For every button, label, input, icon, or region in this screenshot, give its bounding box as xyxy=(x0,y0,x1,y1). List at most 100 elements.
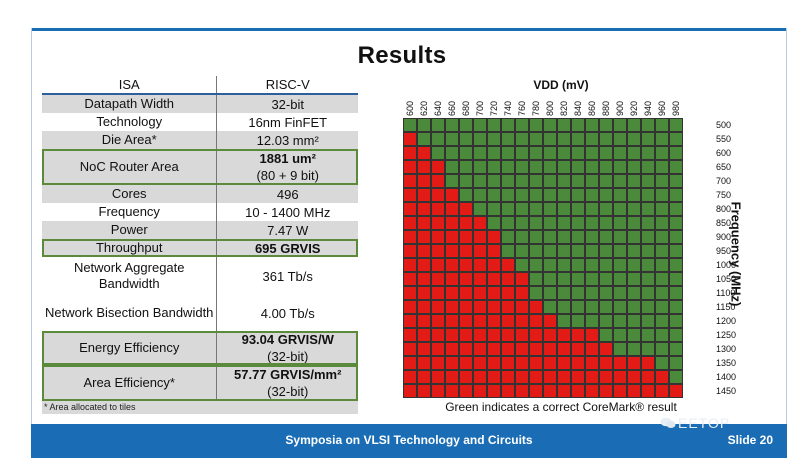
heatmap-cell-pass xyxy=(529,258,543,272)
heatmap-cell-pass xyxy=(571,174,585,188)
heatmap-cell-fail xyxy=(403,356,417,370)
heatmap-cell-pass xyxy=(627,174,641,188)
spec-value: 93.04 GRVIS/W (32-bit) xyxy=(216,331,358,365)
heatmap-cell-pass xyxy=(599,258,613,272)
spec-value: 57.77 GRVIS/mm² (32-bit) xyxy=(216,365,358,401)
x-tick-label: 680 xyxy=(461,100,471,116)
heatmap-cell-fail xyxy=(431,370,445,384)
heatmap-cell-fail xyxy=(515,384,529,398)
slide-number: Slide 20 xyxy=(727,433,773,447)
heatmap-cell-fail xyxy=(459,384,473,398)
heatmap-cell-fail xyxy=(417,188,431,202)
heatmap-cell-pass xyxy=(543,216,557,230)
heatmap-cell-fail xyxy=(403,146,417,160)
x-tick-label: 980 xyxy=(671,100,681,116)
heatmap-cell-pass xyxy=(557,146,571,160)
heatmap-cell-fail xyxy=(417,286,431,300)
heatmap-cell-fail xyxy=(403,314,417,328)
heatmap-cell-fail xyxy=(515,328,529,342)
heatmap-cell-pass xyxy=(655,356,669,370)
heatmap-cell-pass xyxy=(501,160,515,174)
x-tick: 760 xyxy=(515,94,529,118)
heatmap-cell-pass xyxy=(473,174,487,188)
x-tick-label: 700 xyxy=(475,100,485,116)
heatmap-cell-pass xyxy=(543,174,557,188)
heatmap-cell-fail xyxy=(417,328,431,342)
heatmap-cell-pass xyxy=(669,118,683,132)
footer-bar: Symposia on VLSI Technology and Circuits… xyxy=(31,424,787,458)
spec-value: 496 xyxy=(216,185,358,203)
spec-row: Power 7.47 W xyxy=(42,221,358,239)
y-tick-label: 700 xyxy=(716,176,732,186)
chart-title: VDD (mV) xyxy=(533,78,589,92)
heatmap-cell-pass xyxy=(599,216,613,230)
x-tick: 820 xyxy=(557,94,571,118)
y-tick-label: 950 xyxy=(716,246,732,256)
heatmap-cell-pass xyxy=(515,174,529,188)
spec-value-line: (80 + 9 bit) xyxy=(256,168,319,183)
heatmap-cell-fail xyxy=(529,314,543,328)
heatmap-cell-pass xyxy=(543,286,557,300)
x-tick: 880 xyxy=(599,94,613,118)
spec-value: 32-bit xyxy=(216,95,358,113)
heatmap-cell-pass xyxy=(627,314,641,328)
heatmap-cell-fail xyxy=(655,370,669,384)
spec-row: Technology 16nm FinFET xyxy=(42,113,358,131)
heatmap-cell-pass xyxy=(599,244,613,258)
heatmap-cell-pass xyxy=(571,230,585,244)
heatmap-cell-fail xyxy=(487,258,501,272)
spec-row: Datapath Width 32-bit xyxy=(42,95,358,113)
heatmap-cell-pass xyxy=(571,160,585,174)
heatmap-cell-fail xyxy=(473,370,487,384)
heatmap-cell-pass xyxy=(585,286,599,300)
heatmap-cell-fail xyxy=(487,328,501,342)
heatmap-cell-fail xyxy=(417,230,431,244)
heatmap-cell-pass xyxy=(627,300,641,314)
heatmap-cell-fail xyxy=(529,342,543,356)
heatmap-cell-fail xyxy=(431,202,445,216)
heatmap-cell-fail xyxy=(487,384,501,398)
heatmap-cell-pass xyxy=(627,258,641,272)
heatmap-cell-fail xyxy=(501,356,515,370)
spec-row: Network Aggregate Bandwidth 361 Tb/s xyxy=(42,257,358,295)
heatmap-cell-pass xyxy=(599,230,613,244)
x-tick-label: 800 xyxy=(545,100,555,116)
heatmap-cell-fail xyxy=(585,370,599,384)
heatmap-cell-fail xyxy=(445,314,459,328)
heatmap-cell-fail xyxy=(459,272,473,286)
heatmap-cell-fail xyxy=(613,356,627,370)
heatmap-cell-pass xyxy=(529,174,543,188)
heatmap-cell-fail xyxy=(417,300,431,314)
heatmap-cell-pass xyxy=(613,160,627,174)
heatmap-cell-fail xyxy=(445,370,459,384)
spec-label: Frequency xyxy=(98,204,160,219)
heatmap-cell-fail xyxy=(417,146,431,160)
heatmap-cell-pass xyxy=(655,272,669,286)
y-tick-label: 550 xyxy=(716,134,732,144)
heatmap-cell-fail xyxy=(473,300,487,314)
heatmap-cell-fail xyxy=(473,342,487,356)
heatmap-cell-pass xyxy=(571,314,585,328)
heatmap-cell-fail xyxy=(473,314,487,328)
heatmap-cell-fail xyxy=(431,384,445,398)
heatmap-cell-fail xyxy=(515,300,529,314)
heatmap-cell-pass xyxy=(431,132,445,146)
y-tick-label: 1050 xyxy=(716,274,737,284)
spec-value-line: 57.77 GRVIS/mm² xyxy=(234,367,342,382)
heatmap-cell-pass xyxy=(669,202,683,216)
x-tick: 720 xyxy=(487,94,501,118)
heatmap-cell-pass xyxy=(571,258,585,272)
heatmap-cell-pass xyxy=(669,216,683,230)
heatmap-cell-fail xyxy=(473,258,487,272)
heatmap-cell-pass xyxy=(571,132,585,146)
heatmap-cell-pass xyxy=(515,202,529,216)
heatmap-cell-fail xyxy=(403,132,417,146)
heatmap-cell-pass xyxy=(655,216,669,230)
heatmap-cell-pass xyxy=(585,202,599,216)
y-tick-label: 750 xyxy=(716,190,732,200)
heatmap-cell-pass xyxy=(557,188,571,202)
spec-label: Die Area* xyxy=(101,132,157,147)
heatmap-cell-pass xyxy=(585,118,599,132)
heatmap-cell-pass xyxy=(613,174,627,188)
heatmap-cell-fail xyxy=(557,342,571,356)
